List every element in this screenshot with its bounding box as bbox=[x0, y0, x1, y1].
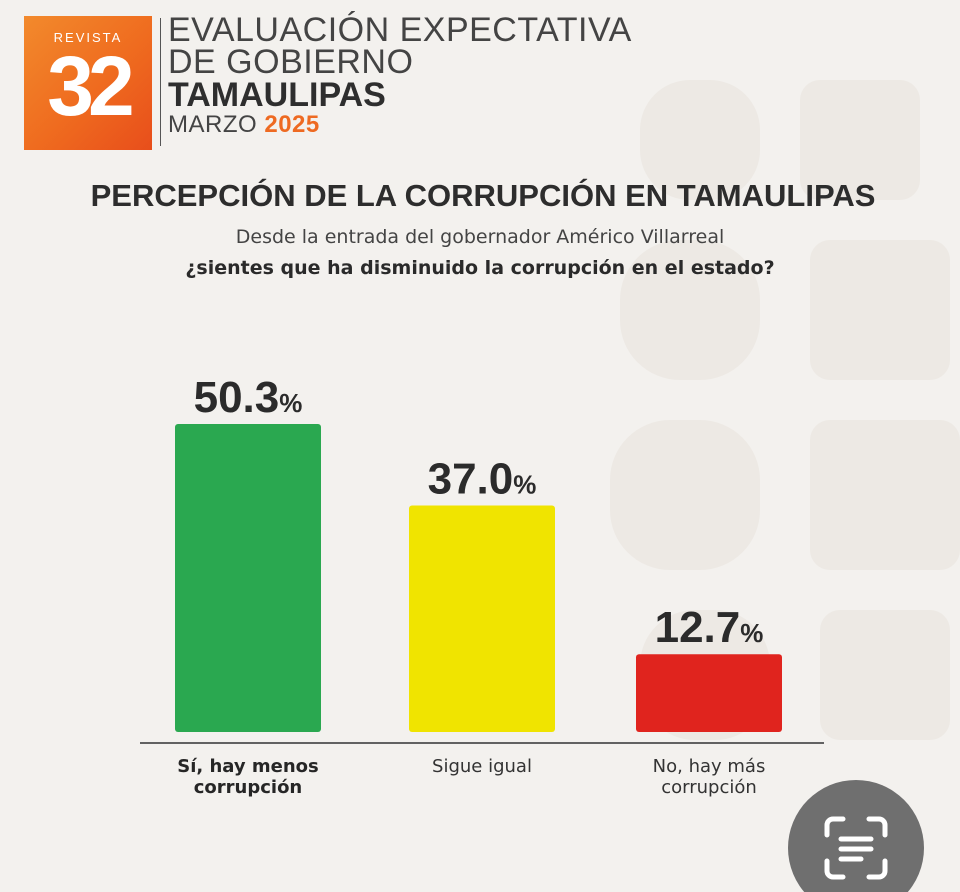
bar-value-label-1: 50.3% bbox=[194, 373, 303, 422]
chart-title: PERCEPCIÓN DE LA CORRUPCIÓN EN TAMAULIPA… bbox=[90, 178, 876, 213]
header-divider bbox=[160, 18, 161, 146]
header-date: MARZO 2025 bbox=[168, 112, 632, 138]
report-header: EVALUACIÓN EXPECTATIVA DE GOBIERNO TAMAU… bbox=[168, 11, 632, 138]
bar-2 bbox=[409, 505, 555, 732]
header-state: TAMAULIPAS bbox=[168, 76, 386, 114]
header-line-2: DE GOBIERNO bbox=[168, 43, 414, 81]
header-year: 2025 bbox=[264, 111, 320, 138]
category-label-line: No, hay más bbox=[652, 756, 766, 777]
chart-subtitle: Desde la entrada del gobernador Américo … bbox=[235, 226, 725, 248]
text-scan-icon bbox=[824, 816, 888, 880]
category-label-1: Sí, hay menos corrupción bbox=[148, 756, 348, 798]
category-label-line: Sigue igual bbox=[432, 756, 532, 777]
logo-number: 32 bbox=[47, 39, 134, 133]
category-label-2: Sigue igual bbox=[382, 756, 582, 777]
logo-word: REVISTA bbox=[53, 30, 123, 45]
category-label-line: corrupción bbox=[193, 777, 303, 798]
category-label-line: Sí, hay menos bbox=[177, 756, 319, 777]
bar-value-label-2: 37.0% bbox=[428, 454, 537, 503]
revista-32-logo: REVISTA 32 bbox=[24, 16, 152, 150]
text-scan-button[interactable] bbox=[788, 780, 924, 892]
header-month: MARZO bbox=[168, 111, 258, 138]
chart-question: ¿sientes que ha disminuido la corrupción… bbox=[185, 257, 775, 279]
category-label-3: No, hay más corrupción bbox=[609, 756, 809, 798]
category-label-line: corrupción bbox=[661, 777, 757, 798]
header-line-1: EVALUACIÓN EXPECTATIVA bbox=[168, 11, 632, 49]
bar-3 bbox=[636, 654, 782, 732]
bar-1 bbox=[175, 424, 321, 732]
bar-value-label-3: 12.7% bbox=[655, 603, 764, 652]
